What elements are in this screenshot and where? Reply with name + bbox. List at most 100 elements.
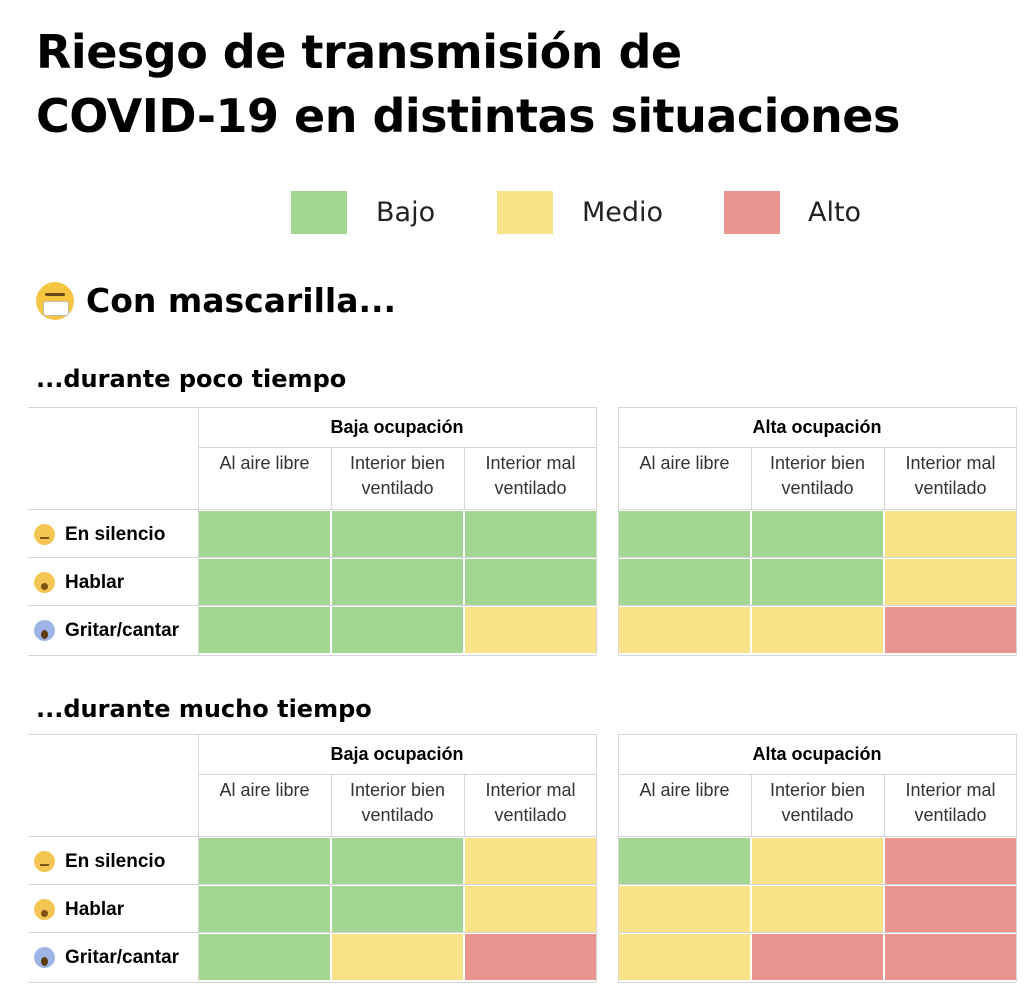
heatmap-cell-medio <box>752 607 883 653</box>
gridline <box>618 407 619 655</box>
gridline <box>198 407 199 655</box>
group-label-baja: Baja ocupación <box>330 417 464 437</box>
heatmap-cell-medio <box>885 511 1016 557</box>
section-heading: Con mascarilla... <box>36 276 396 326</box>
section-heading-text: Con mascarilla... <box>86 281 397 320</box>
heatmap-cell-bajo <box>199 607 330 653</box>
gridline <box>464 448 465 509</box>
gridline <box>198 447 596 448</box>
heatmap-cell-alto <box>885 607 1016 653</box>
row-label-text: Gritar/cantar <box>65 620 180 641</box>
column-label: Interior bien ventilado <box>349 780 446 825</box>
legend-label-alto: Alto <box>808 197 862 228</box>
heatmap-cell-bajo <box>332 886 463 932</box>
heatmap-cell-medio <box>465 838 596 884</box>
heatmap-cell-bajo <box>199 886 330 932</box>
heatmap-cell-alto <box>885 934 1016 980</box>
legend-label-medio: Medio <box>582 197 664 228</box>
heatmap-long-duration: Baja ocupación Alta ocupación Al aire libr… <box>0 734 1024 984</box>
chart-title-line-1: Riesgo de transmisión de <box>36 25 682 79</box>
heatmap-cell-bajo <box>619 511 750 557</box>
heatmap-cell-medio <box>619 607 750 653</box>
gridline <box>28 407 198 408</box>
heatmap-cell-medio <box>752 886 883 932</box>
gridline <box>596 407 597 655</box>
heatmap-cell-medio <box>465 607 596 653</box>
subchart-title-long: ...durante mucho tiempo <box>36 695 372 723</box>
heatmap-short-duration: Baja ocupación Alta ocupación Al aire libr… <box>0 407 1024 657</box>
gridline <box>28 509 596 510</box>
gridline <box>28 734 198 735</box>
heatmap-cell-bajo <box>199 559 330 605</box>
gridline <box>884 448 885 509</box>
face-with-medical-mask-icon <box>36 282 74 320</box>
row-label: Hablar <box>34 886 124 933</box>
gridline <box>28 605 596 606</box>
group-label-alta: Alta ocupación <box>752 417 882 437</box>
gridline <box>198 734 596 735</box>
gridline <box>198 774 596 775</box>
column-label: Interior mal ventilado <box>905 453 996 498</box>
column-label: Interior mal ventilado <box>905 780 996 825</box>
chart-title-line-2: COVID-19 en distintas situaciones <box>36 89 900 143</box>
gridline <box>618 932 1016 933</box>
heatmap-cell-medio <box>332 934 463 980</box>
gridline <box>618 734 619 982</box>
gridline <box>618 884 1016 885</box>
face-silence-icon <box>34 851 55 872</box>
gridline <box>751 775 752 836</box>
heatmap-cell-bajo <box>619 838 750 884</box>
gridline <box>28 982 596 983</box>
heatmap-cell-bajo <box>199 838 330 884</box>
gridline <box>28 884 596 885</box>
gridline <box>331 448 332 509</box>
gridline <box>1016 734 1017 982</box>
gridline <box>618 655 1016 656</box>
column-label: Al aire libre <box>639 453 730 473</box>
column-label: Al aire libre <box>219 453 310 473</box>
heatmap-cell-bajo <box>199 511 330 557</box>
column-label: Interior mal ventilado <box>485 453 576 498</box>
row-label: Hablar <box>34 559 124 606</box>
row-label-text: Hablar <box>65 899 125 920</box>
heatmap-cell-medio <box>752 838 883 884</box>
gridline <box>28 932 596 933</box>
chart-title: Riesgo de transmisión de COVID-19 en dis… <box>36 20 900 148</box>
face-talk-icon <box>34 899 55 920</box>
gridline <box>28 655 596 656</box>
gridline <box>618 982 1016 983</box>
gridline <box>331 775 332 836</box>
column-label: Interior bien ventilado <box>769 453 866 498</box>
group-label-alta: Alta ocupación <box>752 744 882 764</box>
gridline <box>198 407 596 408</box>
subchart-title-short: ...durante poco tiempo <box>36 365 347 393</box>
heatmap-cell-bajo <box>465 511 596 557</box>
row-label-text: En silencio <box>65 851 166 872</box>
legend-swatch-bajo <box>291 191 347 234</box>
gridline <box>618 447 1016 448</box>
heatmap-cell-bajo <box>465 559 596 605</box>
column-label: Interior mal ventilado <box>485 780 576 825</box>
heatmap-cell-alto <box>885 838 1016 884</box>
gridline <box>751 448 752 509</box>
heatmap-cell-medio <box>885 559 1016 605</box>
heatmap-cell-bajo <box>332 559 463 605</box>
face-silence-icon <box>34 524 55 545</box>
column-label: Interior bien ventilado <box>769 780 866 825</box>
row-label: En silencio <box>34 511 165 558</box>
row-label: Gritar/cantar <box>34 934 179 981</box>
row-label-text: Gritar/cantar <box>65 947 180 968</box>
legend: Bajo Medio Alto <box>0 191 1024 235</box>
row-label: En silencio <box>34 838 165 885</box>
row-label-text: En silencio <box>65 524 166 545</box>
heatmap-cell-bajo <box>619 559 750 605</box>
gridline <box>618 605 1016 606</box>
legend-swatch-medio <box>497 191 553 234</box>
group-label-baja: Baja ocupación <box>330 744 464 764</box>
heatmap-cell-medio <box>465 886 596 932</box>
heatmap-cell-medio <box>619 934 750 980</box>
gridline <box>618 407 1016 408</box>
legend-swatch-alto <box>724 191 780 234</box>
heatmap-cell-bajo <box>332 607 463 653</box>
heatmap-cell-alto <box>465 934 596 980</box>
